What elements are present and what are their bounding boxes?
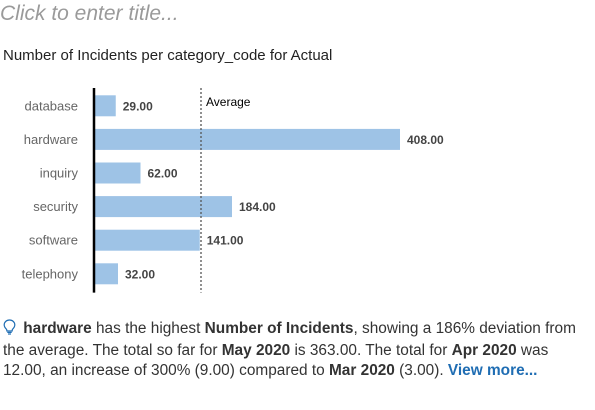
insight-text-4: was 12.00, an increase of 300% (9.00) co… bbox=[3, 342, 549, 379]
bar bbox=[94, 263, 118, 285]
insight-period-3: Mar 2020 bbox=[328, 362, 395, 379]
insight-text-5: (3.00). bbox=[394, 362, 448, 379]
insight-measure: Number of Incidents bbox=[204, 320, 354, 337]
insight-text: hardware has the highest Number of Incid… bbox=[3, 319, 578, 381]
insight-period-2: Apr 2020 bbox=[451, 342, 517, 359]
insight-category: hardware bbox=[23, 320, 92, 337]
bar bbox=[94, 162, 141, 184]
category-label: database bbox=[25, 98, 79, 113]
average-label: Average bbox=[206, 95, 251, 109]
value-label: 32.00 bbox=[125, 267, 155, 281]
insight-text-1: has the highest bbox=[91, 320, 205, 337]
value-label: 408.00 bbox=[407, 133, 444, 147]
insight-text-3: is 363.00. The total for bbox=[290, 342, 452, 359]
bar bbox=[94, 95, 116, 117]
chart-title: Number of Incidents per category_code fo… bbox=[3, 47, 333, 64]
category-label: software bbox=[29, 233, 78, 248]
insight-period-1: May 2020 bbox=[221, 342, 291, 359]
view-more-link[interactable]: View more... bbox=[447, 362, 538, 379]
bar bbox=[94, 229, 200, 251]
lightbulb-icon bbox=[3, 319, 19, 341]
bar bbox=[94, 128, 400, 150]
value-label: 184.00 bbox=[239, 200, 276, 214]
bar-chart: database 29.00 hardware 408.00 inquiry 62.00 s… bbox=[22, 88, 444, 293]
category-label: inquiry bbox=[40, 166, 79, 181]
value-label: 141.00 bbox=[207, 234, 244, 248]
bar bbox=[94, 196, 232, 218]
insight-text-2: , showing a 186% deviation from the aver… bbox=[3, 320, 576, 359]
category-label: hardware bbox=[24, 132, 78, 147]
value-label: 29.00 bbox=[123, 99, 153, 113]
chart-title-input[interactable]: Click to enter title... bbox=[0, 2, 179, 25]
value-label: 62.00 bbox=[148, 167, 178, 181]
category-label: security bbox=[33, 199, 78, 214]
category-label: telephony bbox=[22, 266, 79, 281]
